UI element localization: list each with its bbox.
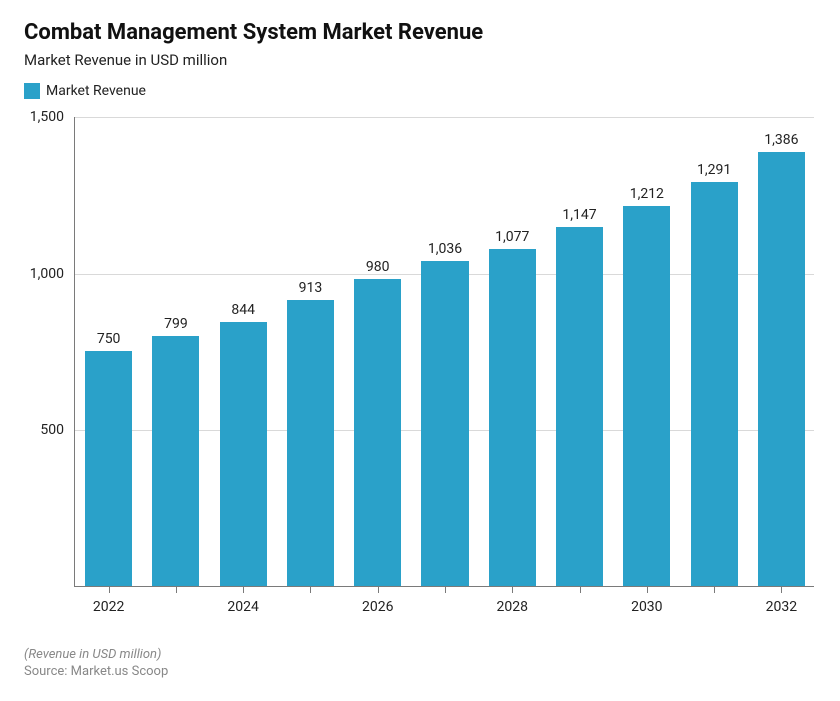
x-tick <box>781 587 782 593</box>
chart-title: Combat Management System Market Revenue <box>24 20 816 45</box>
x-axis-label: 2026 <box>362 599 393 615</box>
y-axis-label: 1,000 <box>24 266 64 282</box>
x-tick <box>445 587 446 593</box>
x-tick <box>714 587 715 593</box>
x-tick <box>109 587 110 593</box>
bar-value-label: 1,147 <box>562 207 596 223</box>
bar <box>421 261 468 586</box>
x-axis-label: 2024 <box>227 599 258 615</box>
gridline <box>75 117 814 118</box>
x-tick <box>176 587 177 593</box>
x-tick <box>512 587 513 593</box>
bar <box>354 279 401 586</box>
bar <box>623 206 670 586</box>
chart-subtitle: Market Revenue in USD million <box>24 51 816 69</box>
legend-swatch <box>24 83 40 99</box>
bar-value-label: 1,212 <box>630 186 664 202</box>
bar <box>152 336 199 586</box>
x-tick <box>310 587 311 593</box>
plot-area: 5001,0001,500750202279984420249139802026… <box>74 117 814 587</box>
bar-value-label: 844 <box>231 302 255 318</box>
bar-value-label: 750 <box>97 331 121 347</box>
x-axis-label: 2028 <box>497 599 528 615</box>
bar-value-label: 1,036 <box>428 241 462 257</box>
bar <box>220 322 267 586</box>
bar-value-label: 980 <box>366 259 390 275</box>
bar <box>556 227 603 586</box>
bar <box>758 152 805 586</box>
bar-value-label: 1,291 <box>697 162 731 178</box>
x-tick <box>580 587 581 593</box>
x-axis-label: 2030 <box>631 599 662 615</box>
bar <box>85 351 132 586</box>
x-axis-label: 2032 <box>766 599 797 615</box>
bar-value-label: 913 <box>299 280 323 296</box>
chart-footnote: (Revenue in USD million) <box>24 647 816 662</box>
bar-value-label: 799 <box>164 316 188 332</box>
x-tick <box>378 587 379 593</box>
x-tick <box>647 587 648 593</box>
legend-label: Market Revenue <box>46 83 146 99</box>
chart-area: 5001,0001,500750202279984420249139802026… <box>24 117 814 637</box>
bar <box>691 182 738 587</box>
chart-source: Source: Market.us Scoop <box>24 664 816 679</box>
bar <box>489 249 536 586</box>
bar-value-label: 1,386 <box>764 132 798 148</box>
legend: Market Revenue <box>24 83 816 99</box>
x-tick <box>243 587 244 593</box>
y-axis-label: 1,500 <box>24 109 64 125</box>
y-axis-label: 500 <box>24 422 64 438</box>
bar-value-label: 1,077 <box>495 229 529 245</box>
x-axis-label: 2022 <box>93 599 124 615</box>
bar <box>287 300 334 586</box>
